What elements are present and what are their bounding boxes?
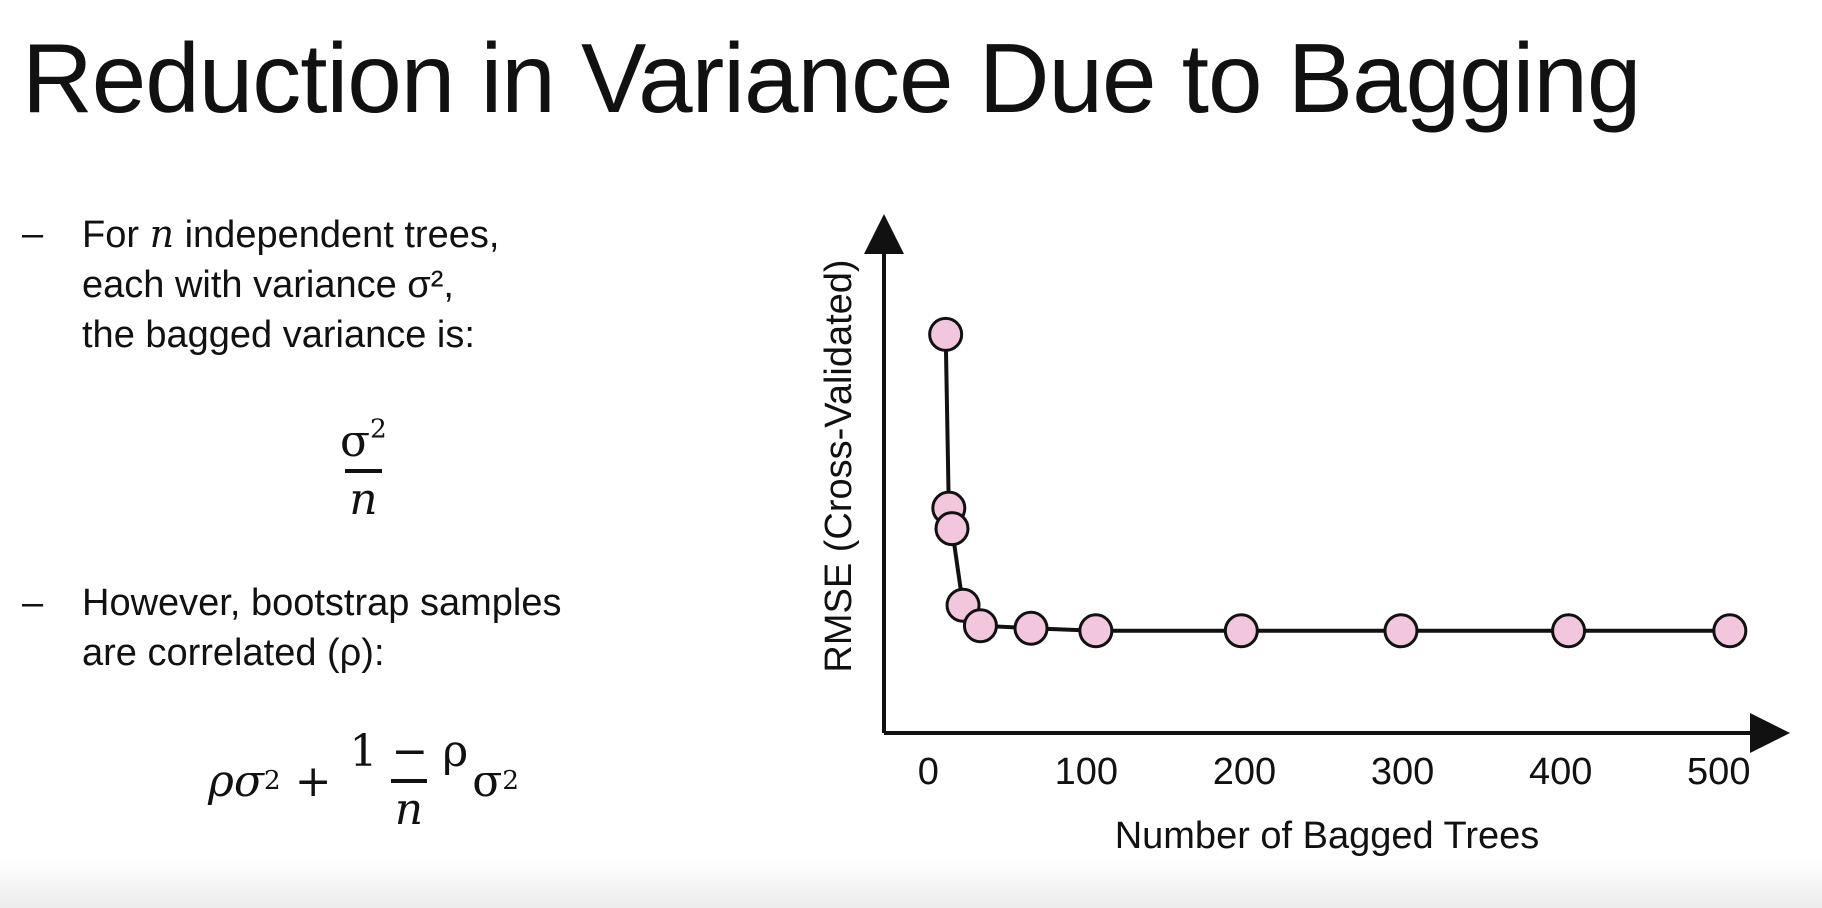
bullet-2-line-2: are correlated (ρ):	[82, 632, 385, 674]
x-tick-label: 200	[1213, 751, 1276, 793]
bullet-1-line-3: the bagged variance is:	[82, 314, 475, 356]
bullet-1-line-1: For n independent trees,	[82, 209, 499, 260]
data-point	[1013, 610, 1049, 646]
formula-2-numerator: 1 − ρ	[349, 726, 469, 777]
variable-n: n	[149, 212, 175, 256]
bullet-1-line-2: each with variance σ²,	[82, 264, 454, 306]
x-tick-label: 300	[1371, 751, 1434, 793]
formula-2-lead: ρσ	[208, 755, 264, 807]
formula-independent-variance: σ2 n	[336, 415, 391, 527]
x-tick-label: 500	[1687, 751, 1750, 793]
bullet-correlated-samples: – However, bootstrap samples are correla…	[22, 578, 561, 678]
data-point	[1223, 613, 1259, 649]
data-point	[962, 608, 998, 644]
x-tick-label: 0	[918, 751, 939, 793]
x-tick-labels: 0 100 200 300 400 500	[918, 751, 1751, 793]
x-tick-label: 100	[1055, 751, 1118, 793]
x-tick-label: 400	[1529, 751, 1592, 793]
bullet-dash: –	[22, 213, 44, 255]
bullet-1-line-1-text: For n independent trees,	[82, 212, 500, 256]
slide-title: Reduction in Variance Due to Bagging	[22, 23, 1641, 133]
data-point	[1078, 613, 1114, 649]
data-point	[1383, 613, 1419, 649]
formula-2-trail: σ	[472, 755, 503, 807]
bottom-fade	[0, 858, 1822, 908]
formula-1-denominator: n	[345, 469, 382, 527]
data-point	[928, 316, 964, 352]
formula-2-plus: +	[280, 755, 346, 807]
formula-2-denominator: n	[390, 779, 428, 837]
bullet-dash: –	[22, 582, 44, 624]
y-axis-label: RMSE (Cross-Validated)	[818, 259, 860, 672]
data-point	[1551, 613, 1587, 649]
formula-1-exponent: 2	[370, 413, 387, 445]
bullet-independent-trees: – For n independent trees, each with var…	[22, 209, 499, 360]
series-line	[943, 334, 1730, 633]
formula-1-numerator: σ	[340, 416, 371, 467]
x-axis-label: Number of Bagged Trees	[1115, 815, 1540, 857]
data-points	[928, 316, 1748, 649]
data-point	[1712, 613, 1748, 649]
bullet-2-line-1: However, bootstrap samples	[82, 582, 562, 624]
data-point	[934, 511, 970, 547]
